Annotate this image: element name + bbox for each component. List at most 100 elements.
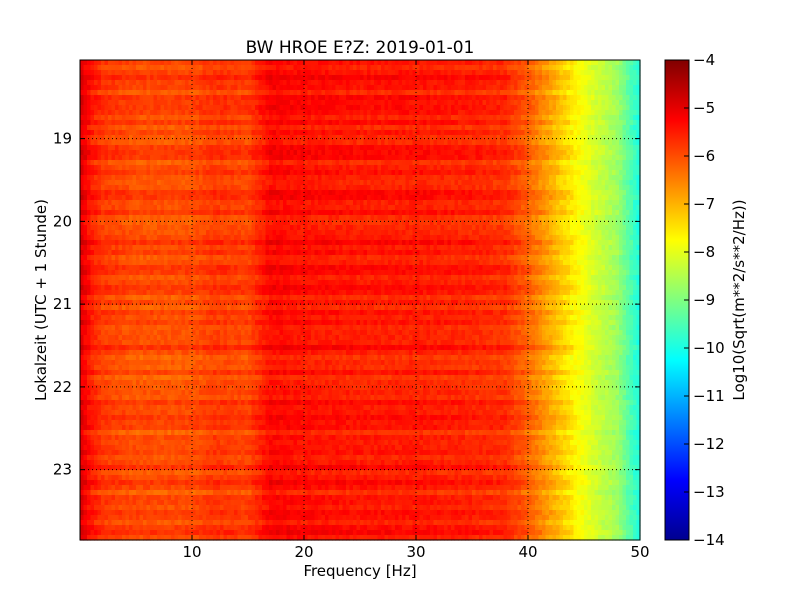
heatmap-cell <box>545 60 550 66</box>
heatmap-cell <box>598 70 603 76</box>
heatmap-cell <box>349 75 354 81</box>
heatmap-cell <box>409 60 414 66</box>
heatmap-cell <box>419 100 424 106</box>
heatmap-cell <box>489 105 494 111</box>
heatmap-cell <box>447 150 452 156</box>
heatmap-cell <box>444 160 449 166</box>
heatmap-cell <box>220 200 225 206</box>
heatmap-cell <box>566 90 571 96</box>
heatmap-cell <box>185 110 190 116</box>
heatmap-cell <box>521 205 526 211</box>
heatmap-cell <box>363 90 368 96</box>
heatmap-cell <box>363 180 368 186</box>
heatmap-cell <box>451 70 456 76</box>
heatmap-cell <box>549 120 554 126</box>
heatmap-cell <box>598 205 603 211</box>
heatmap-cell <box>517 180 522 186</box>
heatmap-cell <box>538 185 543 191</box>
heatmap-cell <box>398 175 403 181</box>
heatmap-cell <box>325 75 330 81</box>
heatmap-cell <box>192 85 197 91</box>
heatmap-cell <box>556 115 561 121</box>
heatmap-cell <box>598 140 603 146</box>
heatmap-cell <box>139 215 144 221</box>
heatmap-cell <box>223 140 228 146</box>
heatmap-cell <box>377 80 382 86</box>
heatmap-cell <box>482 150 487 156</box>
heatmap-cell <box>374 90 379 96</box>
heatmap-cell <box>255 190 260 196</box>
heatmap-cell <box>230 100 235 106</box>
heatmap-cell <box>80 180 85 186</box>
heatmap-cell <box>157 215 162 221</box>
heatmap-cell <box>279 155 284 161</box>
heatmap-cell <box>549 85 554 91</box>
heatmap-cell <box>258 190 263 196</box>
heatmap-cell <box>290 60 295 66</box>
heatmap-cell <box>199 195 204 201</box>
heatmap-cell <box>255 180 260 186</box>
heatmap-cell <box>412 205 417 211</box>
heatmap-cell <box>412 110 417 116</box>
heatmap-cell <box>402 75 407 81</box>
heatmap-cell <box>405 190 410 196</box>
heatmap-cell <box>244 170 249 176</box>
heatmap-cell <box>440 200 445 206</box>
heatmap-cell <box>419 155 424 161</box>
heatmap-cell <box>528 105 533 111</box>
heatmap-cell <box>251 60 256 66</box>
heatmap-cell <box>440 170 445 176</box>
heatmap-cell <box>391 195 396 201</box>
heatmap-cell <box>209 140 214 146</box>
heatmap-cell <box>311 95 316 101</box>
heatmap-cell <box>591 60 596 66</box>
heatmap-cell <box>188 215 193 221</box>
heatmap-cell <box>129 120 134 126</box>
heatmap-cell <box>419 80 424 86</box>
heatmap-cell <box>605 145 610 151</box>
heatmap-cell <box>129 185 134 191</box>
heatmap-cell <box>412 155 417 161</box>
heatmap-cell <box>556 60 561 66</box>
heatmap-cell <box>633 85 638 91</box>
heatmap-cell <box>87 75 92 81</box>
heatmap-cell <box>629 65 634 71</box>
heatmap-cell <box>552 135 557 141</box>
heatmap-cell <box>591 100 596 106</box>
heatmap-cell <box>311 155 316 161</box>
heatmap-cell <box>430 170 435 176</box>
heatmap-cell <box>220 195 225 201</box>
heatmap-cell <box>367 125 372 131</box>
heatmap-cell <box>108 100 113 106</box>
heatmap-cell <box>615 65 620 71</box>
heatmap-cell <box>622 145 627 151</box>
heatmap-cell <box>409 105 414 111</box>
heatmap-cell <box>503 125 508 131</box>
heatmap-cell <box>349 105 354 111</box>
heatmap-cell <box>587 100 592 106</box>
heatmap-cell <box>262 175 267 181</box>
heatmap-cell <box>507 80 512 86</box>
heatmap-cell <box>423 155 428 161</box>
heatmap-cell <box>360 185 365 191</box>
heatmap-cell <box>174 115 179 121</box>
heatmap-cell <box>601 180 606 186</box>
heatmap-cell <box>220 125 225 131</box>
heatmap-cell <box>321 95 326 101</box>
heatmap-cell <box>304 60 309 66</box>
heatmap-cell <box>566 180 571 186</box>
heatmap-cell <box>146 215 151 221</box>
heatmap-cell <box>286 170 291 176</box>
heatmap-cell <box>83 170 88 176</box>
heatmap-cell <box>146 90 151 96</box>
heatmap-cell <box>300 115 305 121</box>
heatmap-cell <box>150 150 155 156</box>
heatmap-cell <box>157 210 162 216</box>
heatmap-cell <box>472 85 477 91</box>
heatmap-cell <box>223 165 228 171</box>
heatmap-cell <box>353 95 358 101</box>
heatmap-cell <box>598 125 603 131</box>
heatmap-cell <box>517 155 522 161</box>
heatmap-cell <box>507 75 512 81</box>
heatmap-cell <box>279 190 284 196</box>
